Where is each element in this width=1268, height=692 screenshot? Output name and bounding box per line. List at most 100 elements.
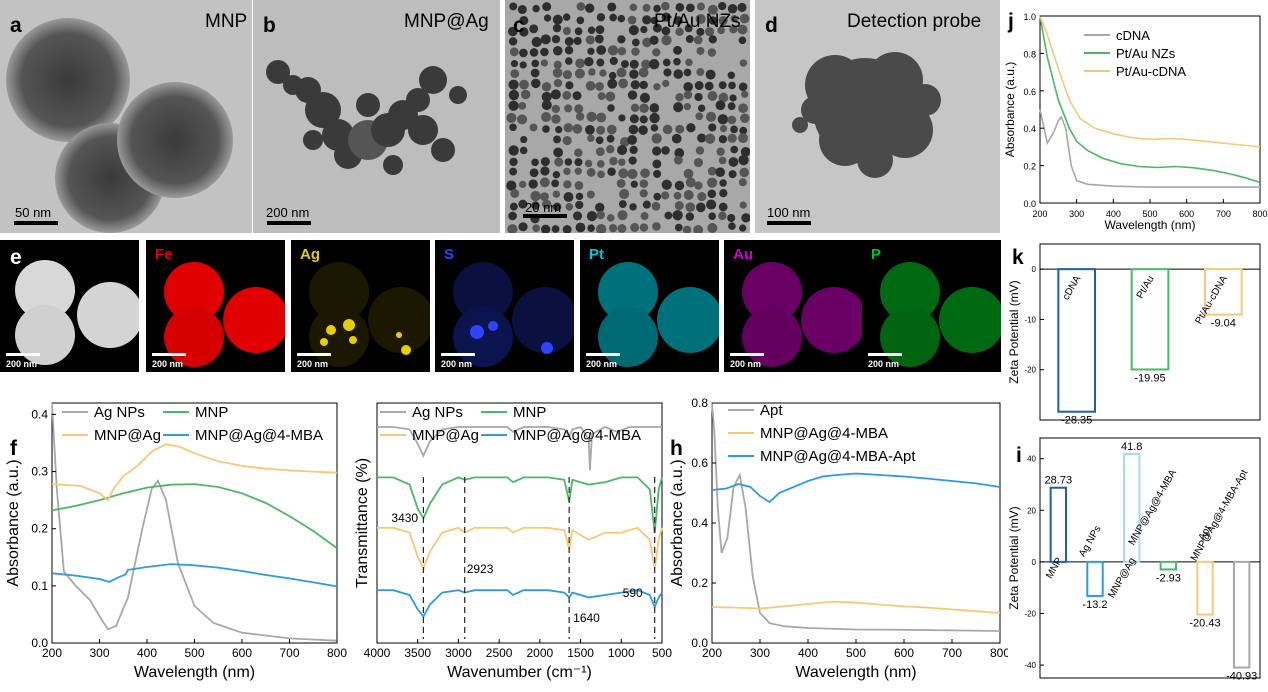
y-axis-label: Zeta Potential (mV) bbox=[1007, 280, 1021, 383]
tem-title-a: MNP bbox=[205, 11, 248, 32]
nanoparticle-dot bbox=[739, 201, 747, 209]
nanoparticle-dot bbox=[653, 192, 662, 201]
eds-map-fe: Fe 200 nm bbox=[146, 240, 285, 372]
nanoparticle-dot bbox=[708, 35, 717, 44]
nanoparticle-dot bbox=[553, 60, 562, 69]
x-tick-label: 200 bbox=[42, 646, 62, 660]
value-label: -9.04 bbox=[1211, 318, 1236, 330]
nanoparticle-dot bbox=[671, 133, 682, 144]
bar bbox=[1196, 560, 1214, 616]
nanoparticle-dot bbox=[595, 147, 605, 157]
nanoparticle-dot bbox=[717, 114, 728, 125]
panel-letter: j bbox=[1007, 10, 1014, 33]
nanoparticle-dot bbox=[674, 180, 685, 191]
nanoparticle-dot bbox=[697, 192, 707, 202]
y-tick-label: 0.0 bbox=[1023, 199, 1036, 209]
nanoparticle-dot bbox=[565, 81, 574, 90]
x-tick-label: 800 bbox=[327, 646, 347, 660]
value-label: -13.2 bbox=[1082, 599, 1107, 611]
nanoparticle-dot bbox=[705, 69, 716, 80]
nanoparticle-dot bbox=[661, 179, 672, 190]
nanoparticle-dot bbox=[540, 224, 551, 233]
nanoparticle-dot bbox=[674, 223, 683, 232]
nanoparticle-dot bbox=[575, 222, 586, 233]
eds-map-au: Au 200 nm bbox=[724, 240, 863, 372]
y-axis-label: Absorbance (a.u.) bbox=[1004, 62, 1017, 157]
x-tick-label: 200 bbox=[1032, 209, 1047, 219]
nanoparticle-dot bbox=[584, 159, 593, 168]
nanoparticle-dot bbox=[685, 212, 695, 221]
series-line-2 bbox=[711, 472, 1001, 504]
nanoparticle-dot bbox=[517, 4, 527, 15]
nanoparticle-dot bbox=[562, 135, 572, 146]
nanoparticle-dot bbox=[741, 213, 750, 223]
nanoparticle-dot bbox=[562, 13, 571, 21]
nanoparticle-dot bbox=[652, 159, 662, 169]
nanoparticle-dot bbox=[509, 47, 519, 57]
nanoparticle-dot bbox=[718, 202, 728, 212]
nanoparticle-dot bbox=[730, 125, 738, 134]
y-tick-label: 0.4 bbox=[691, 516, 708, 530]
chart-g-ftir: 3430 2923 1640 590 4000 3500 3000 2500 2000 1500 1… bbox=[355, 402, 672, 681]
nanoparticle-dot bbox=[628, 156, 637, 165]
nanoparticle-dot bbox=[518, 180, 527, 189]
nanoparticle-dot bbox=[529, 48, 539, 57]
x-axis-label: Wavenumber (cm⁻¹) bbox=[447, 664, 592, 681]
x-tick-label: 4000 bbox=[364, 646, 391, 660]
tem-image-mnp bbox=[0, 0, 252, 233]
nanoparticle-dot bbox=[652, 48, 661, 57]
map-label-fe: Fe bbox=[155, 246, 173, 263]
nanoparticle-dot bbox=[718, 1, 727, 11]
nanoparticle-dot bbox=[621, 60, 629, 68]
nanoparticle-dot bbox=[617, 224, 627, 233]
nanoparticle-dot bbox=[661, 146, 670, 155]
x-tick-label: 400 bbox=[798, 646, 818, 660]
series-line-1 bbox=[1039, 15, 1261, 184]
tem-title-d: Detection probe bbox=[847, 11, 982, 32]
nanoparticle-dot bbox=[507, 224, 518, 233]
series-line-0 bbox=[1039, 109, 1260, 188]
nanoparticle-dot bbox=[574, 158, 583, 167]
nanoparticle-dot bbox=[508, 89, 520, 101]
nanoparticle-dot bbox=[640, 25, 648, 34]
nanoparticle-dot bbox=[630, 222, 640, 232]
peak-annotation: 1640 bbox=[573, 611, 600, 625]
nanoparticle-dot bbox=[519, 48, 528, 58]
x-tick-label: 600 bbox=[1179, 209, 1194, 219]
nanoparticle-dot bbox=[540, 166, 550, 176]
legend-label: MNP@Ag bbox=[94, 427, 161, 444]
eds-map-pt: Pt 200 nm bbox=[580, 240, 719, 372]
category-label: MNP bbox=[1044, 556, 1065, 581]
nanoparticle-dot bbox=[509, 157, 518, 167]
panel-letter-d: d bbox=[765, 14, 778, 37]
nanoparticle-dot bbox=[685, 202, 696, 213]
series-line-2 bbox=[51, 443, 338, 502]
map-label-s: S bbox=[444, 246, 455, 263]
nanoparticle-dot bbox=[519, 27, 529, 37]
nanoparticle-dot bbox=[596, 223, 607, 233]
nanoparticle-dot bbox=[705, 111, 717, 122]
peak-annotation: 590 bbox=[623, 586, 643, 600]
panel-letter: f bbox=[10, 437, 18, 460]
nanoparticle-dot bbox=[629, 145, 638, 155]
nanoparticle-dot bbox=[693, 157, 704, 168]
nanoparticle-dot bbox=[718, 211, 727, 221]
nanoparticle-dot bbox=[707, 189, 717, 199]
nanoparticle-dot bbox=[728, 157, 739, 167]
map-label-ag: Ag bbox=[300, 246, 320, 263]
scale-label-b: 200 nm bbox=[266, 205, 310, 220]
nanoparticle-dot bbox=[553, 135, 562, 144]
nanoparticle-dot bbox=[530, 68, 540, 78]
nanoparticle-dot bbox=[649, 103, 660, 113]
nanoparticle-dot bbox=[540, 192, 549, 202]
nanoparticle-dot bbox=[616, 179, 626, 188]
nanoparticle-dot bbox=[673, 16, 683, 26]
map-scale-label: 200 nm bbox=[297, 359, 329, 369]
nanoparticle-dot bbox=[572, 91, 582, 101]
x-tick-label: 300 bbox=[1069, 209, 1084, 219]
nanoparticle-dot bbox=[673, 69, 684, 79]
nanoparticle-dot bbox=[597, 92, 606, 100]
nanoparticle-dot bbox=[564, 36, 574, 46]
nanoparticle-dot bbox=[727, 102, 736, 111]
x-tick-label: 400 bbox=[1106, 209, 1121, 219]
